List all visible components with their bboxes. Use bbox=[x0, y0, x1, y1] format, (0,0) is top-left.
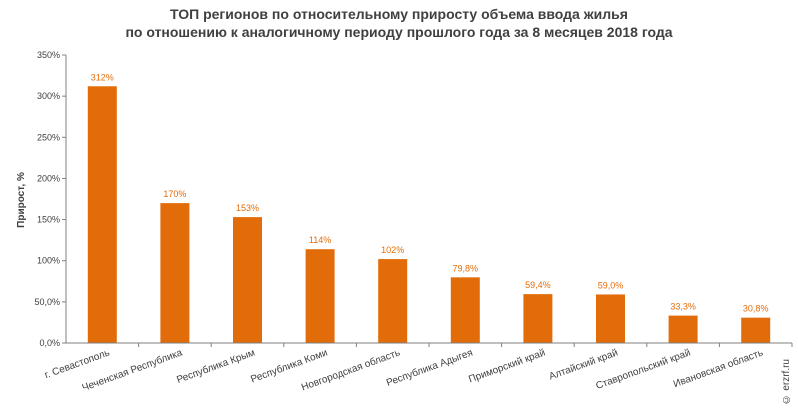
bar bbox=[305, 249, 335, 343]
y-axis-label: Прирост, % bbox=[16, 172, 27, 228]
y-tick-label: 150% bbox=[37, 215, 60, 225]
bar bbox=[741, 317, 771, 343]
y-tick-label: 250% bbox=[37, 132, 60, 142]
data-label: 153% bbox=[236, 203, 259, 213]
data-label: 33,3% bbox=[670, 302, 696, 312]
data-labels: 312% 170% 153% 114% 102% 79,8% 59,4% 59,0% 33,3%… bbox=[91, 72, 769, 313]
data-label: 59,4% bbox=[525, 280, 551, 290]
data-label: 102% bbox=[381, 245, 404, 255]
bar bbox=[596, 294, 625, 343]
bar bbox=[233, 217, 262, 343]
bar bbox=[378, 259, 408, 343]
y-tick-label: 100% bbox=[37, 256, 60, 266]
watermark: © erzrf.ru bbox=[781, 358, 792, 404]
data-label: 59,0% bbox=[598, 280, 624, 290]
y-tick-label: 50,0% bbox=[34, 297, 60, 307]
y-tick-label: 200% bbox=[37, 173, 60, 183]
x-tick-label: Республика Крым bbox=[175, 347, 257, 387]
data-label: 79,8% bbox=[453, 263, 479, 273]
y-tick-label: 0,0% bbox=[39, 338, 60, 348]
data-label: 30,8% bbox=[743, 304, 769, 314]
bar bbox=[668, 315, 698, 343]
data-label: 170% bbox=[163, 189, 186, 199]
data-label: 114% bbox=[309, 235, 331, 245]
y-tick-label: 350% bbox=[37, 50, 60, 60]
bar bbox=[160, 203, 190, 343]
bar bbox=[450, 277, 480, 343]
chart-title-line-2: по отношению к аналогичному периоду прош… bbox=[125, 24, 673, 40]
x-tick-label: Приморский край bbox=[467, 347, 547, 385]
bar bbox=[87, 86, 117, 344]
data-label: 312% bbox=[91, 72, 114, 82]
chart-title-line-1: ТОП регионов по относительному приросту … bbox=[170, 6, 628, 22]
bars bbox=[87, 86, 771, 344]
y-axis: 0,0% 50,0% 100% 150% 200% 250% 300% 350% bbox=[34, 50, 67, 348]
y-tick-label: 300% bbox=[37, 91, 60, 101]
bar bbox=[523, 294, 553, 343]
